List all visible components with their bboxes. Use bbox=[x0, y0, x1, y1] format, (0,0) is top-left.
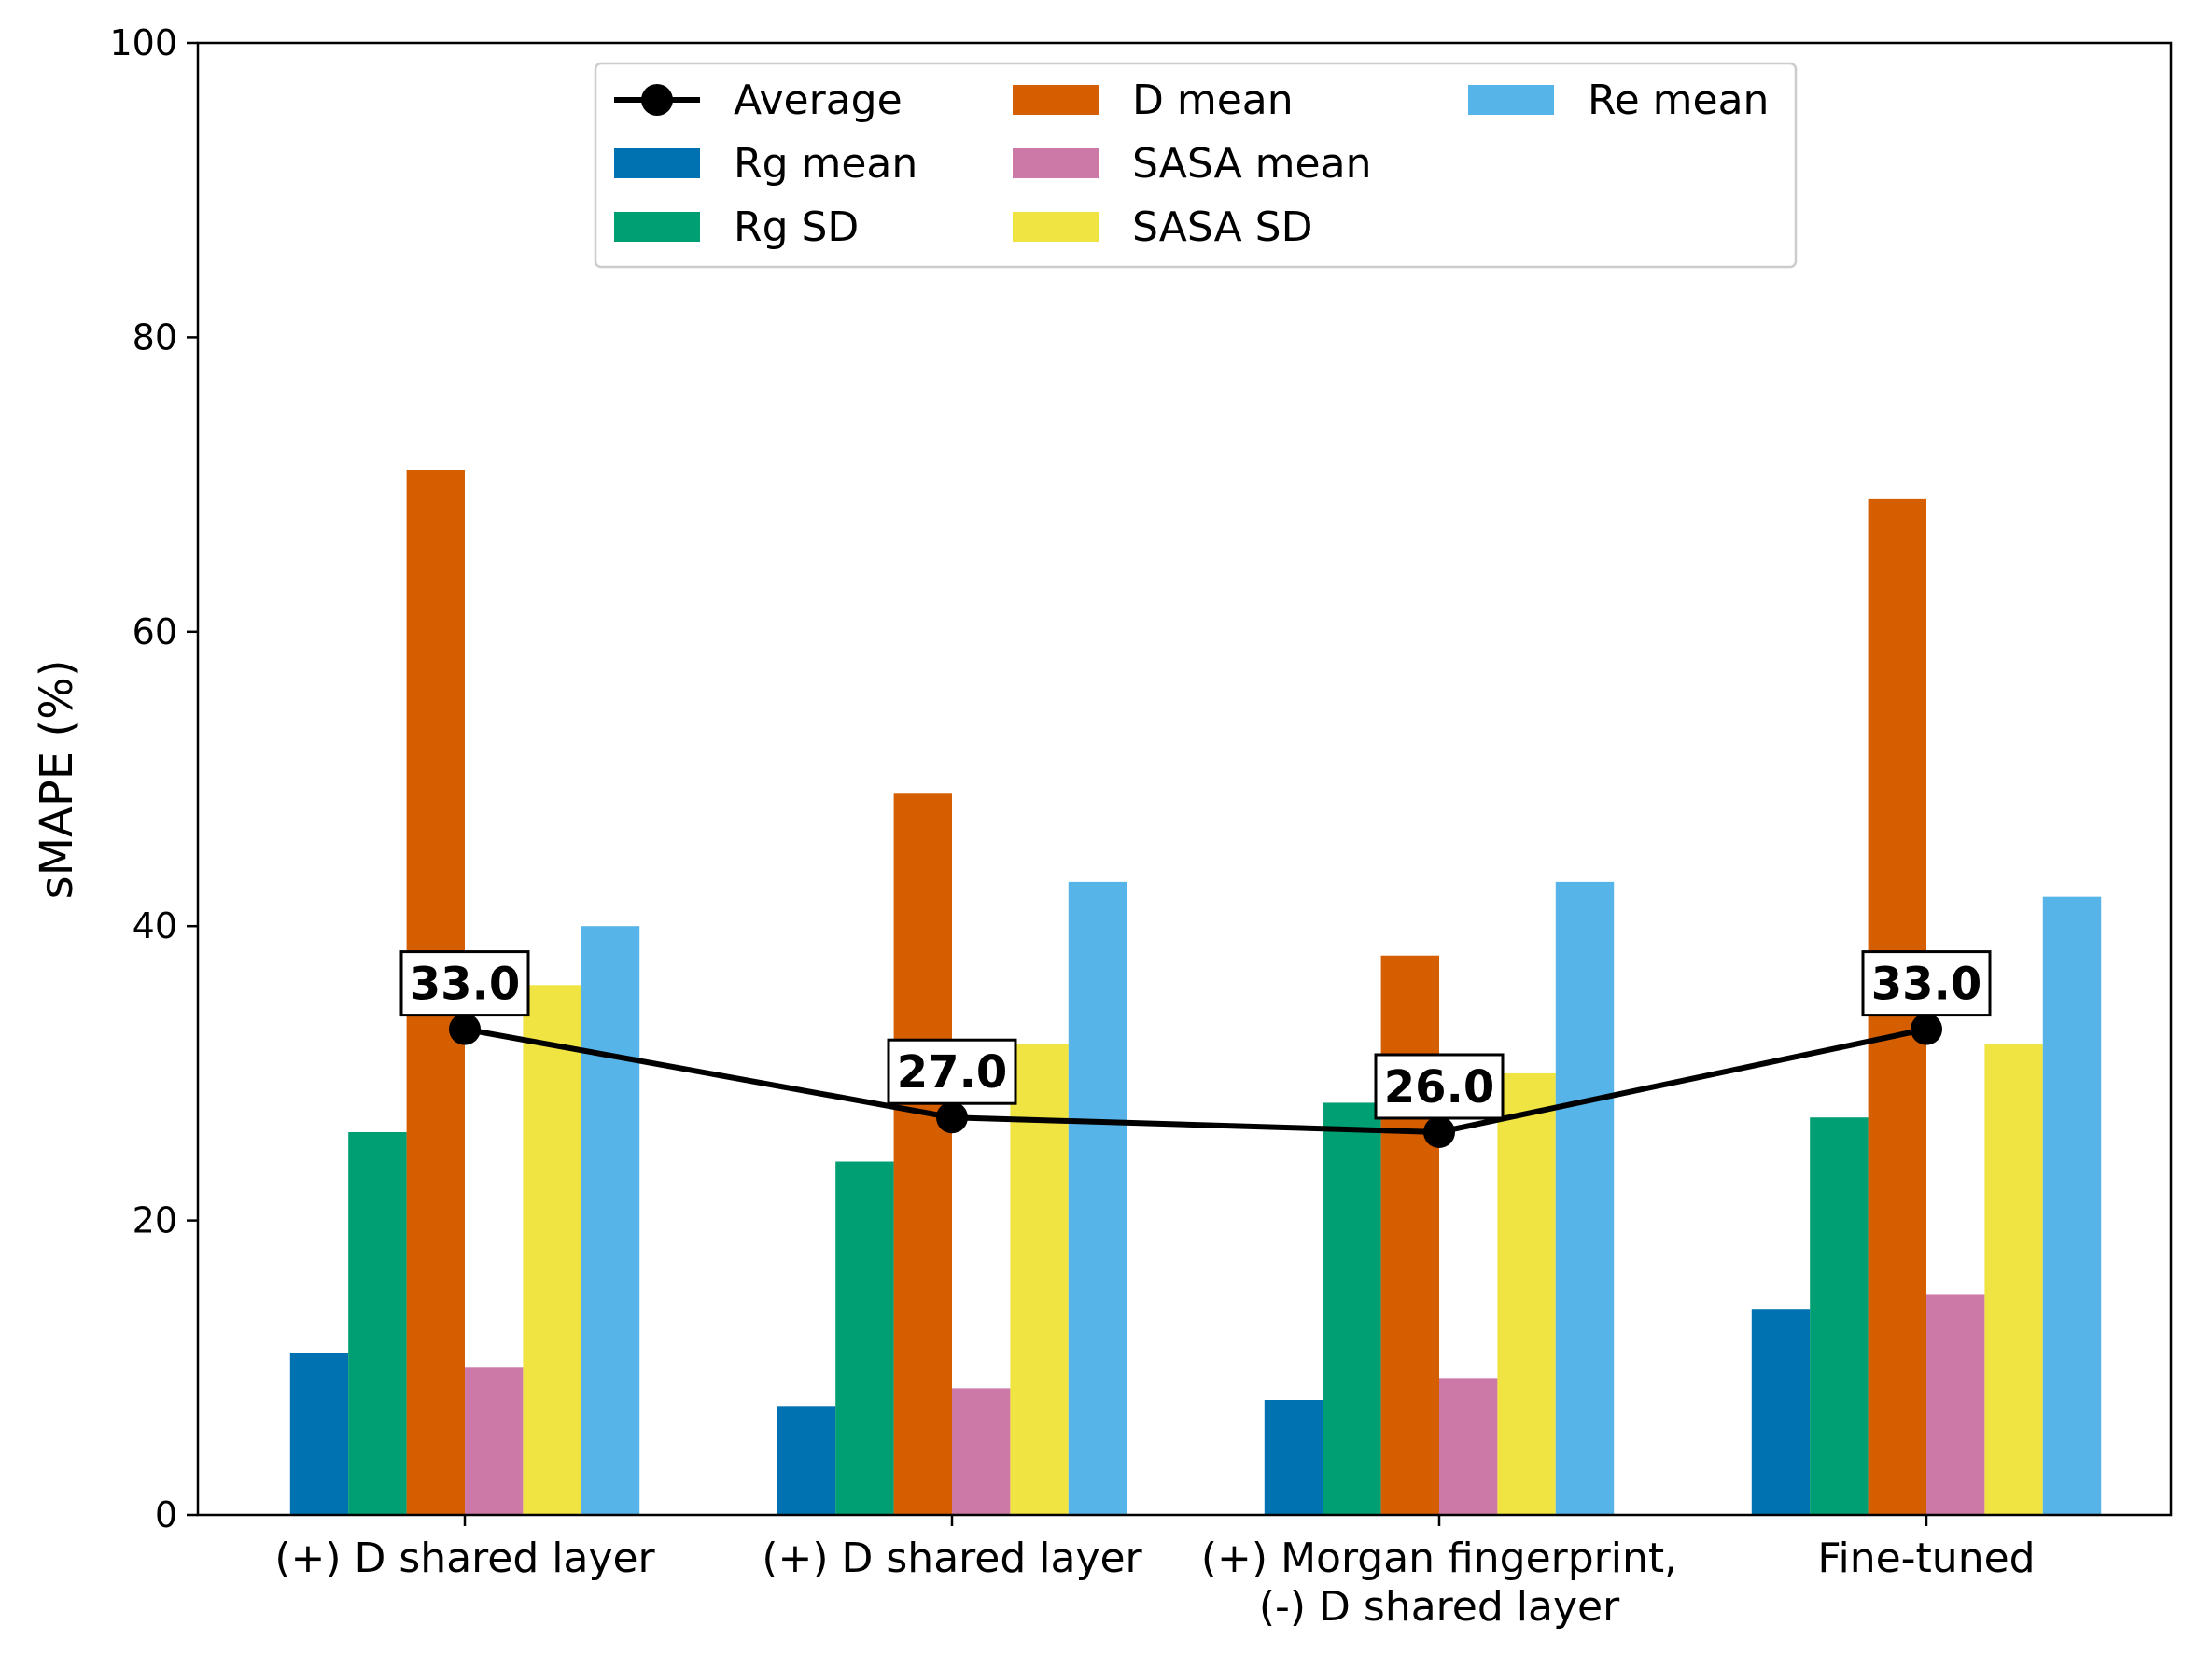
legend-item-rg-mean: Rg mean bbox=[614, 140, 917, 188]
bar-rg-mean-2 bbox=[777, 1406, 836, 1515]
bar-sasa-sd-4 bbox=[1984, 1044, 2043, 1515]
legend-label: Rg mean bbox=[734, 140, 917, 188]
average-point-1 bbox=[449, 1013, 481, 1045]
y-tick-label: 100 bbox=[109, 22, 177, 63]
legend: Average Rg mean Rg SD D mean SASA mean SASA S… bbox=[594, 62, 1798, 269]
average-label-1: 33.0 bbox=[399, 950, 530, 1017]
legend-handle bbox=[1468, 85, 1554, 115]
average-label-text: 33.0 bbox=[1871, 959, 1981, 1011]
average-label-box bbox=[1861, 950, 1992, 1017]
average-label-text: 26.0 bbox=[1384, 1061, 1494, 1114]
average-label-box bbox=[399, 950, 530, 1017]
bar-re-mean-1 bbox=[581, 926, 640, 1515]
bar-rg-sd-4 bbox=[1810, 1117, 1869, 1515]
bar-rg-sd-2 bbox=[835, 1161, 894, 1515]
legend-handle bbox=[1013, 212, 1099, 242]
average-label-4: 33.0 bbox=[1861, 950, 1992, 1017]
legend-handle bbox=[1013, 85, 1099, 115]
bar-re-mean-2 bbox=[1068, 881, 1127, 1515]
bar-sasa-sd-1 bbox=[523, 985, 581, 1515]
legend-item-sasa-sd: SASA SD bbox=[1013, 203, 1313, 251]
legend-item-re-mean: Re mean bbox=[1468, 77, 1769, 124]
legend-label: Re mean bbox=[1588, 77, 1769, 124]
legend-handle bbox=[614, 212, 700, 242]
bar-rg-mean-1 bbox=[289, 1353, 349, 1515]
y-tick-label: 60 bbox=[133, 611, 177, 652]
x-tick-label: (+) Morgan fingerprint, bbox=[1201, 1535, 1677, 1582]
bar-rg-sd-3 bbox=[1323, 1102, 1381, 1515]
bar-sasa-sd-2 bbox=[1010, 1044, 1069, 1515]
bar-re-mean-4 bbox=[2042, 896, 2102, 1515]
y-tick-label: 80 bbox=[133, 316, 177, 357]
bar-d-mean-2 bbox=[893, 793, 952, 1515]
legend-label: SASA SD bbox=[1132, 203, 1313, 251]
y-axis-label: sMAPE (%) bbox=[31, 660, 83, 900]
bar-sasa-mean-2 bbox=[952, 1388, 1011, 1515]
bar-rg-mean-4 bbox=[1751, 1309, 1811, 1515]
legend-item-d-mean: D mean bbox=[1013, 77, 1294, 124]
y-tick-label: 40 bbox=[133, 905, 177, 946]
average-point-3 bbox=[1423, 1115, 1455, 1148]
legend-item-sasa-mean: SASA mean bbox=[1013, 140, 1371, 188]
bar-re-mean-3 bbox=[1555, 881, 1615, 1515]
average-label-text: 27.0 bbox=[897, 1046, 1007, 1099]
legend-handle-marker bbox=[641, 84, 673, 116]
average-label-text: 33.0 bbox=[410, 959, 520, 1011]
bars-layer bbox=[289, 470, 2102, 1516]
average-label-2: 27.0 bbox=[887, 1038, 1017, 1105]
average-line bbox=[464, 1026, 1927, 1135]
bar-sasa-mean-3 bbox=[1439, 1378, 1498, 1515]
axes-layer: 0 20 40 60 80 100 (+) D shared layer (+) D shar… bbox=[109, 22, 2173, 1631]
bar-sasa-mean-1 bbox=[465, 1367, 524, 1515]
average-layer: 33.0 27.0 26.0 33.0 bbox=[399, 950, 1992, 1148]
average-point-4 bbox=[1911, 1013, 1942, 1045]
legend-label: Rg SD bbox=[734, 203, 859, 251]
legend-label: SASA mean bbox=[1132, 140, 1371, 188]
y-tick-label: 20 bbox=[133, 1200, 177, 1241]
average-label-box bbox=[1374, 1053, 1505, 1120]
legend-item-rg-sd: Rg SD bbox=[614, 203, 859, 251]
average-label-3: 26.0 bbox=[1374, 1053, 1505, 1120]
bar-d-mean-3 bbox=[1380, 955, 1439, 1515]
x-tick-label: (+) D shared layer bbox=[274, 1535, 655, 1582]
legend-handle bbox=[1013, 148, 1099, 178]
bar-rg-mean-3 bbox=[1264, 1399, 1323, 1515]
x-tick-label: (-) D shared layer bbox=[1259, 1583, 1620, 1631]
bar-rg-sd-1 bbox=[348, 1131, 407, 1515]
bar-sasa-mean-4 bbox=[1926, 1294, 1985, 1515]
bar-sasa-sd-3 bbox=[1497, 1072, 1556, 1515]
y-tick-label: 0 bbox=[155, 1494, 177, 1535]
average-point-2 bbox=[936, 1101, 968, 1134]
legend-item-average: Average bbox=[614, 77, 903, 124]
average-label-box bbox=[887, 1038, 1017, 1105]
x-tick-label: Fine-tuned bbox=[1817, 1535, 2035, 1582]
legend-handle bbox=[614, 148, 700, 178]
legend-label: Average bbox=[734, 77, 903, 124]
x-tick-label: (+) D shared layer bbox=[762, 1535, 1142, 1582]
plot-frame bbox=[196, 41, 2173, 1517]
legend-label: D mean bbox=[1132, 77, 1294, 124]
